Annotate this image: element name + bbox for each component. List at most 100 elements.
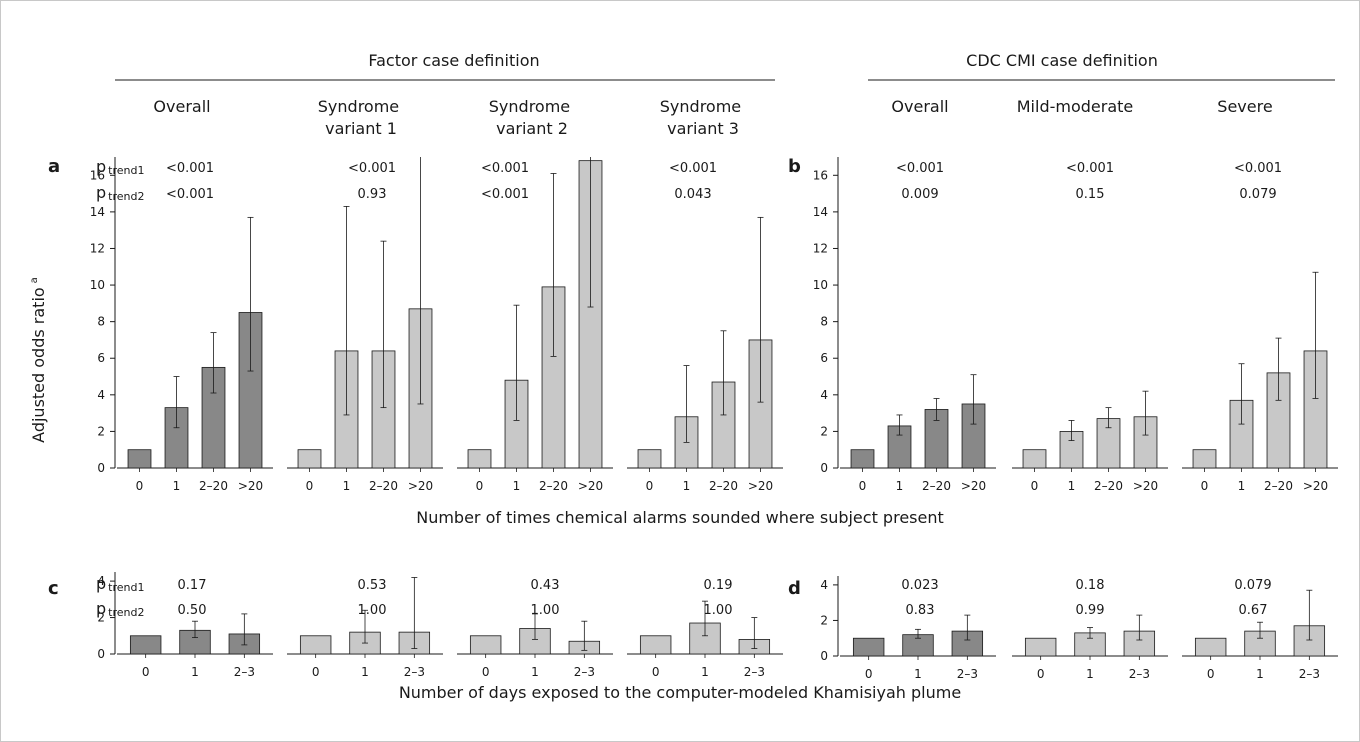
col-header-factor-variant3: Syndrome variant 3 <box>660 97 746 138</box>
x-tick-label-d: 2–3 <box>1129 667 1150 681</box>
x-tick-label-c: 0 <box>312 665 320 679</box>
ptrend2-value-a-3: 0.043 <box>674 187 711 202</box>
x-tick-label-d: 2–3 <box>957 667 978 681</box>
y-tick-label-a: 12 <box>90 241 105 255</box>
col-header-variant1-l1: Syndrome <box>318 97 399 116</box>
x-tick-label-c: 1 <box>361 665 369 679</box>
y-tick-label-b: 2 <box>820 424 828 438</box>
bar-a-3-0 <box>638 450 661 468</box>
ptrend1-value-b-1: <0.001 <box>1066 161 1114 176</box>
x-tick-label-c: 2–3 <box>744 665 765 679</box>
col-header-cdc-overall: Overall <box>891 97 948 116</box>
ptrend1-value-d-1: 0.18 <box>1076 578 1105 593</box>
bar-c-0-0 <box>130 636 161 654</box>
x-tick-label-b: >20 <box>1303 479 1328 493</box>
y-tick-label-b: 14 <box>813 205 828 219</box>
ptrend1-value-d-2: 0.079 <box>1234 578 1271 593</box>
y-tick-label-b: 6 <box>820 351 828 365</box>
x-tick-label-a: >20 <box>748 479 773 493</box>
col-header-variant2-l1: Syndrome <box>489 97 570 116</box>
col-header-factor-variant1: Syndrome variant 1 <box>318 97 404 138</box>
ptrend2-value-d-2: 0.67 <box>1239 603 1268 618</box>
y-tick-label-c: 4 <box>97 574 105 588</box>
x-tick-label-a: 0 <box>476 479 484 493</box>
col-header-factor-overall: Overall <box>153 97 210 116</box>
y-tick-label-b: 12 <box>813 241 828 255</box>
ptrend1-value-d-0: 0.023 <box>901 578 938 593</box>
x-tick-label-a: 1 <box>683 479 691 493</box>
bar-b-1-0 <box>1023 450 1046 468</box>
x-tick-label-d: 0 <box>1207 667 1215 681</box>
ptrend2-value-b-1: 0.15 <box>1076 187 1105 202</box>
x-tick-label-b: 0 <box>1201 479 1209 493</box>
bar-c-3-0 <box>640 636 671 654</box>
col-header-variant2-l2: variant 2 <box>496 119 568 138</box>
y-axis-label-sup: a <box>29 277 40 283</box>
x-tick-label-a: 1 <box>513 479 521 493</box>
ptrend1-value-c-3: 0.19 <box>704 578 733 593</box>
x-tick-label-b: 2–20 <box>1264 479 1293 493</box>
y-tick-label-d: 0 <box>820 649 828 663</box>
x-tick-label-c: 2–3 <box>234 665 255 679</box>
x-tick-label-c: 1 <box>531 665 539 679</box>
ptrend2-value-a-0: <0.001 <box>166 187 214 202</box>
y-tick-label-b: 4 <box>820 388 828 402</box>
col-header-cdc-mild: Mild-moderate <box>1017 97 1134 116</box>
ptrend2-value-c-3: 1.00 <box>704 603 733 618</box>
ptrend2-value-c-2: 1.00 <box>531 603 560 618</box>
y-tick-label-c: 0 <box>97 647 105 661</box>
y-axis-label-text: Adjusted odds ratio <box>29 287 48 443</box>
col-header-variant1-l2: variant 1 <box>325 119 397 138</box>
ptrend1-value-c-1: 0.53 <box>358 578 387 593</box>
y-tick-label-a: 8 <box>97 315 105 329</box>
ptrend1-value-a-0: <0.001 <box>166 161 214 176</box>
x-tick-label-b: >20 <box>1133 479 1158 493</box>
header-factor: Factor case definition <box>368 51 539 70</box>
y-tick-label-d: 2 <box>820 613 828 627</box>
ptrend1-value-a-3: <0.001 <box>669 161 717 176</box>
x-tick-label-b: 1 <box>1238 479 1246 493</box>
bar-d-0-0 <box>853 638 884 656</box>
y-tick-label-b: 0 <box>820 461 828 475</box>
bar-a-0-0 <box>128 450 151 468</box>
bar-c-1-0 <box>300 636 331 654</box>
y-tick-label-a: 4 <box>97 388 105 402</box>
x-tick-label-c: 1 <box>191 665 199 679</box>
col-header-factor-variant2: Syndrome variant 2 <box>489 97 575 138</box>
x-tick-label-a: 2–20 <box>709 479 738 493</box>
x-tick-label-c: 1 <box>701 665 709 679</box>
bar-d-2-0 <box>1195 638 1226 656</box>
y-tick-label-a: 2 <box>97 424 105 438</box>
ptrend2-label-top: p trend2 <box>96 183 144 203</box>
ptrend2-value-d-0: 0.83 <box>906 603 935 618</box>
x-tick-label-d: 1 <box>1086 667 1094 681</box>
y-axis-label: Adjusted odds ratio a <box>29 277 48 443</box>
panel-letter-a: a <box>48 156 60 177</box>
ptrend2-value-c-1: 1.00 <box>358 603 387 618</box>
col-header-variant3-l2: variant 3 <box>667 119 739 138</box>
y-tick-label-a: 14 <box>90 205 105 219</box>
x-tick-label-b: 2–20 <box>1094 479 1123 493</box>
x-tick-label-d: 1 <box>1256 667 1264 681</box>
y-tick-label-a: 0 <box>97 461 105 475</box>
bar-b-2-0 <box>1193 450 1216 468</box>
ptrend1-value-c-0: 0.17 <box>178 578 207 593</box>
x-tick-label-a: 2–20 <box>199 479 228 493</box>
ptrend1-value-a-1: <0.001 <box>348 161 396 176</box>
x-tick-label-a: 0 <box>306 479 314 493</box>
ptrend2-value-d-1: 0.99 <box>1076 603 1105 618</box>
x-tick-label-a: 2–20 <box>369 479 398 493</box>
bar-a-2-0 <box>468 450 491 468</box>
x-tick-label-c: 2–3 <box>404 665 425 679</box>
bar-a-1-0 <box>298 450 321 468</box>
x-tick-label-a: 1 <box>173 479 181 493</box>
x-axis-label-alarms: Number of times chemical alarms sounded … <box>416 508 944 527</box>
header-cdc: CDC CMI case definition <box>966 51 1158 70</box>
x-tick-label-b: 0 <box>1031 479 1039 493</box>
x-tick-label-c: 0 <box>652 665 660 679</box>
x-tick-label-a: >20 <box>578 479 603 493</box>
y-tick-label-b: 10 <box>813 278 828 292</box>
y-tick-label-c: 2 <box>97 611 105 625</box>
